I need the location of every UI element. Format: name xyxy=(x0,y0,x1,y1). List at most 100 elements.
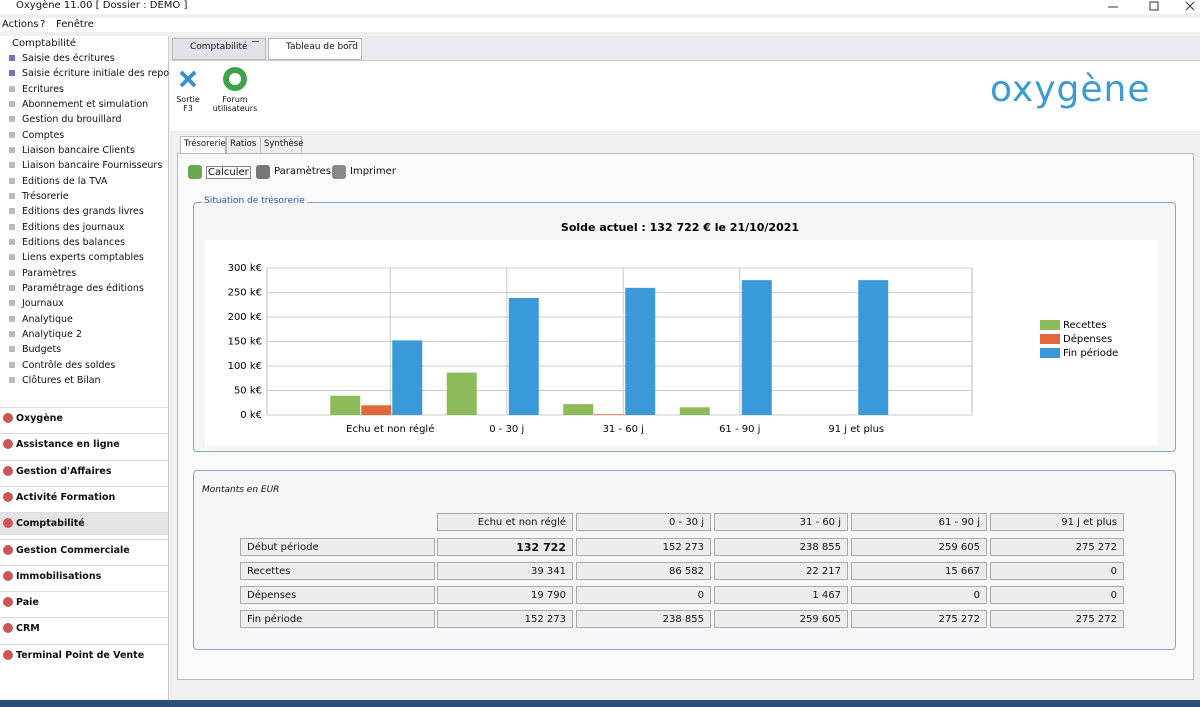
module-label[interactable]: Comptabilité xyxy=(16,518,85,530)
module-label[interactable]: Oxygène xyxy=(16,413,63,424)
table-cell: 275 272 xyxy=(851,610,987,628)
bar xyxy=(446,372,477,415)
module[interactable] xyxy=(0,407,168,430)
row-label: Début période xyxy=(240,538,435,556)
tree-root[interactable]: Comptabilité xyxy=(12,38,76,49)
bar xyxy=(679,407,710,415)
tree-item[interactable]: Trésorerie xyxy=(22,190,69,202)
tab-close[interactable] xyxy=(252,41,259,49)
tree-item[interactable]: Abonnement et simulation xyxy=(22,98,149,110)
tree-marker xyxy=(9,238,15,245)
menu-item[interactable]: Fenêtre xyxy=(56,19,94,30)
table-cell: 152 273 xyxy=(576,538,711,556)
action-button[interactable]: Paramètres xyxy=(274,166,332,177)
tree-item[interactable]: Editions de la TVA xyxy=(22,175,108,187)
tree-item[interactable]: Clôtures et Bilan xyxy=(22,374,101,386)
module-label[interactable]: Terminal Point de Vente xyxy=(16,649,145,661)
forum-label: utilisateurs xyxy=(212,104,258,113)
sub-tab-label[interactable]: Synthèse xyxy=(264,139,304,149)
menu-item[interactable]: Actions xyxy=(2,19,39,30)
module[interactable] xyxy=(0,591,168,614)
row-label: Dépenses xyxy=(240,586,435,604)
tree-item[interactable]: Budgets xyxy=(22,344,62,356)
tree-item[interactable]: Liaison bancaire Fournisseurs xyxy=(22,160,163,172)
action-icon[interactable] xyxy=(256,165,270,179)
module-label[interactable]: Assistance en ligne xyxy=(16,439,120,451)
row-label: Fin période xyxy=(240,610,435,628)
forum-button[interactable]: Forum utilisateurs xyxy=(212,95,258,113)
tab-label[interactable]: Tableau de bord xyxy=(286,42,358,52)
sub-tab-label[interactable]: Ratios xyxy=(230,139,257,149)
module-label[interactable]: Immobilisations xyxy=(16,570,102,582)
module-label[interactable]: Gestion d'Affaires xyxy=(16,465,112,477)
module-label[interactable]: CRM xyxy=(16,623,40,635)
tab[interactable] xyxy=(268,38,362,60)
column-header: 0 - 30 j xyxy=(576,513,711,531)
module[interactable] xyxy=(0,617,168,640)
tree-item[interactable]: Saisie écriture initiale des repor xyxy=(22,68,173,80)
tab-label[interactable]: Comptabilité xyxy=(190,42,248,52)
module-label[interactable]: Gestion Commerciale xyxy=(16,544,130,556)
tree-item[interactable]: Analytique xyxy=(22,313,73,325)
module[interactable] xyxy=(0,512,168,536)
column-header: 91 j et plus xyxy=(990,513,1124,531)
bar xyxy=(858,280,889,415)
tree-item[interactable]: Analytique 2 xyxy=(22,328,82,340)
action-icon[interactable] xyxy=(188,165,202,179)
action-icon[interactable] xyxy=(332,165,346,179)
tree-item[interactable]: Contrôle des soldes xyxy=(22,359,116,371)
y-tick-label: 200 k€ xyxy=(228,312,262,323)
tree-item[interactable]: Editions des grands livres xyxy=(22,206,144,218)
tree-marker xyxy=(9,376,15,383)
module-label[interactable]: Activité Formation xyxy=(16,491,116,503)
tab-close[interactable] xyxy=(348,41,355,49)
tree-item[interactable]: Liaison bancaire Clients xyxy=(22,144,135,156)
x-tick-label: 31 - 60 j xyxy=(603,424,644,435)
exit-icon[interactable] xyxy=(178,69,198,89)
action-button[interactable]: Calculer xyxy=(206,166,251,179)
tree-item[interactable]: Saisie des écritures xyxy=(22,53,115,64)
module[interactable] xyxy=(0,485,168,509)
tree-marker xyxy=(9,162,15,169)
tree-marker xyxy=(9,131,15,138)
tree-marker xyxy=(9,284,15,291)
forum-icon[interactable] xyxy=(222,66,248,92)
module[interactable] xyxy=(0,643,168,667)
tree-marker xyxy=(9,208,15,215)
table-cell: 15 667 xyxy=(851,562,987,580)
module[interactable] xyxy=(0,433,168,456)
module[interactable] xyxy=(0,564,168,588)
module-icon xyxy=(3,570,13,581)
tab[interactable] xyxy=(172,38,266,60)
bar xyxy=(741,280,772,415)
tree-item[interactable]: Journaux xyxy=(22,298,64,310)
tree-item[interactable]: Editions des balances xyxy=(22,236,126,248)
y-tick-label: 250 k€ xyxy=(228,288,262,299)
menu-item[interactable]: ? xyxy=(40,19,46,30)
action-button[interactable]: Imprimer xyxy=(350,166,396,177)
exit-key: F3 xyxy=(183,104,193,113)
tree-item[interactable]: Paramètres xyxy=(22,267,77,279)
table-cell: 0 xyxy=(990,586,1124,604)
tree-marker xyxy=(9,300,15,307)
module-icon xyxy=(3,623,13,634)
sub-tab-label[interactable]: Trésorerie xyxy=(184,139,226,149)
tree-item[interactable]: Editions des journaux xyxy=(22,221,125,233)
tree-marker xyxy=(9,70,15,77)
bar xyxy=(563,404,594,415)
tree-marker xyxy=(9,254,15,261)
exit-button[interactable]: Sortie F3 xyxy=(174,95,202,113)
module-label[interactable]: Paie xyxy=(16,597,39,609)
tree-marker xyxy=(9,100,15,107)
tree-item[interactable]: Gestion du brouillard xyxy=(22,114,122,126)
tree-item[interactable]: Paramétrage des éditions xyxy=(22,282,144,294)
tree-item[interactable]: Liens experts comptables xyxy=(22,252,144,264)
window-controls[interactable] xyxy=(1100,0,1200,14)
module[interactable] xyxy=(0,459,168,483)
table-cell: 259 605 xyxy=(851,538,987,556)
tree-item[interactable]: Comptes xyxy=(22,129,65,141)
tree-item[interactable]: Ecritures xyxy=(22,83,65,95)
tree-marker xyxy=(9,269,15,276)
module[interactable] xyxy=(0,538,168,562)
y-tick-label: 50 k€ xyxy=(234,386,262,397)
